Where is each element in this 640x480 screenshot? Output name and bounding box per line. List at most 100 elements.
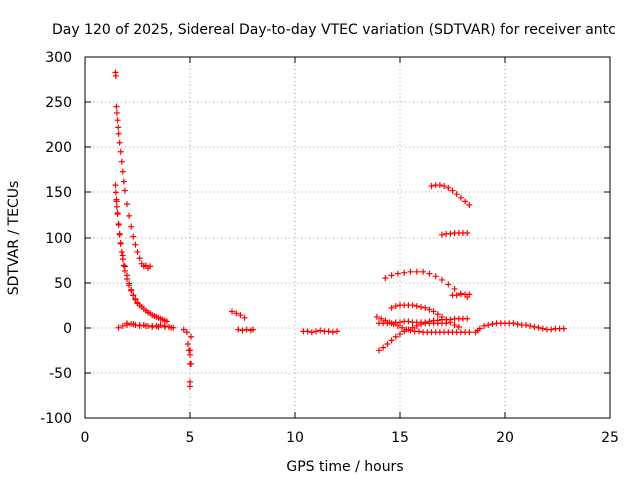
data-point xyxy=(392,303,399,310)
data-point xyxy=(304,328,311,335)
data-point xyxy=(136,322,143,329)
data-point xyxy=(147,263,154,270)
data-point xyxy=(430,308,437,315)
data-point xyxy=(237,312,244,319)
data-point xyxy=(113,103,120,110)
data-point xyxy=(409,302,416,309)
y-tick-label--50: -50 xyxy=(49,366,72,382)
data-point xyxy=(510,320,517,327)
data-point xyxy=(439,231,445,238)
data-point xyxy=(523,322,529,329)
data-point xyxy=(407,268,414,275)
chart-title: Day 120 of 2025, Sidereal Day-to-day VTE… xyxy=(52,22,616,38)
data-point xyxy=(378,315,385,322)
data-point xyxy=(124,201,130,208)
y-tick-label--100: -100 xyxy=(40,411,72,427)
y-axis-label: SDTVAR / TECUs xyxy=(6,181,22,296)
data-point xyxy=(183,329,190,336)
data-point xyxy=(376,347,382,354)
data-point xyxy=(124,320,130,327)
data-point xyxy=(466,291,473,298)
y-tick-label-250: 250 xyxy=(45,95,72,111)
data-point xyxy=(405,326,412,333)
data-point xyxy=(113,203,120,210)
data-point xyxy=(489,321,496,328)
data-point xyxy=(155,323,162,330)
grid xyxy=(85,57,610,418)
data-point xyxy=(188,333,195,340)
data-point xyxy=(382,275,389,282)
data-point xyxy=(413,303,420,310)
y-tick-label-50: 50 xyxy=(54,276,72,292)
data-point xyxy=(128,223,135,230)
tick-marks xyxy=(84,57,611,418)
data-point xyxy=(531,323,538,330)
data-point xyxy=(115,124,122,131)
data-point xyxy=(560,325,567,332)
data-point xyxy=(184,340,191,347)
data-point xyxy=(241,314,248,321)
data-point xyxy=(453,191,460,198)
data-point xyxy=(449,187,456,194)
data-point xyxy=(134,300,141,307)
data-point xyxy=(136,255,143,262)
data-point xyxy=(422,304,429,311)
data-point xyxy=(117,239,124,246)
data-point xyxy=(439,276,445,283)
data-point xyxy=(535,324,542,331)
data-point xyxy=(436,182,443,189)
data-point xyxy=(373,313,380,320)
data-point xyxy=(116,139,123,146)
data-point xyxy=(388,272,395,279)
data-point xyxy=(401,269,408,276)
data-point xyxy=(115,324,122,331)
data-point xyxy=(132,296,139,303)
y-tick-label-300: 300 xyxy=(45,50,72,66)
data-point xyxy=(399,324,406,331)
data-point xyxy=(380,344,387,351)
data-point xyxy=(168,324,175,331)
data-point xyxy=(233,310,240,317)
data-point xyxy=(445,184,452,191)
x-tick-label-10: 10 xyxy=(286,430,304,446)
data-point xyxy=(426,306,433,313)
data-point xyxy=(243,326,250,333)
data-point xyxy=(462,198,469,205)
data-point xyxy=(187,347,193,354)
data-point xyxy=(132,241,139,248)
data-point xyxy=(432,273,439,280)
data-point xyxy=(308,329,315,336)
data-point xyxy=(119,168,126,175)
data-point xyxy=(130,292,137,299)
x-tick-label-0: 0 xyxy=(81,430,90,446)
data-point xyxy=(120,262,127,269)
data-point xyxy=(466,329,473,336)
data-point xyxy=(428,183,435,190)
data-point xyxy=(464,229,471,236)
data-point xyxy=(187,378,193,385)
x-axis-label: GPS time / hours xyxy=(286,459,403,475)
data-point xyxy=(317,327,324,334)
data-point xyxy=(453,292,460,299)
data-point xyxy=(457,194,464,201)
data-point xyxy=(443,316,450,323)
data-point xyxy=(334,328,340,335)
data-point xyxy=(115,220,122,227)
data-point xyxy=(441,183,448,190)
data-point xyxy=(114,211,121,218)
data-point xyxy=(128,286,135,293)
data-point xyxy=(126,280,133,287)
y-tick-label-100: 100 xyxy=(45,231,72,247)
data-point xyxy=(180,326,187,333)
data-point xyxy=(112,72,119,79)
data-point xyxy=(118,158,125,165)
data-point xyxy=(130,233,137,240)
data-point xyxy=(116,230,123,237)
data-point xyxy=(439,313,445,320)
data-point xyxy=(142,322,149,329)
x-tick-label-15: 15 xyxy=(391,430,409,446)
data-point xyxy=(514,321,521,328)
data-point xyxy=(149,322,156,329)
data-point xyxy=(447,319,454,326)
